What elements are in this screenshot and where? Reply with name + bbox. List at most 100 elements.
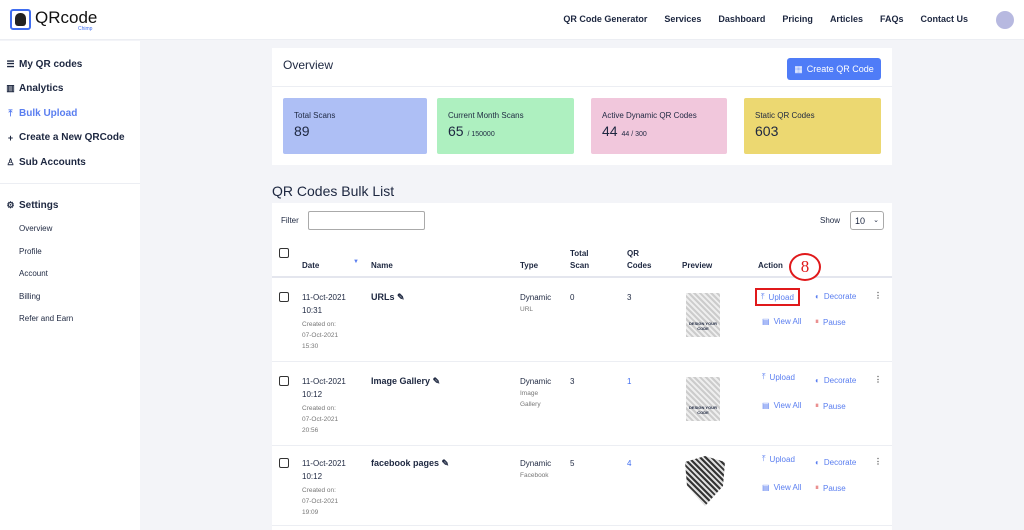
divider (0, 183, 140, 184)
pause-button[interactable]: ⏸ Pause (815, 401, 846, 411)
decorate-button[interactable]: ◐ Decorate (815, 376, 856, 385)
create-qr-code-button[interactable]: ▦ Create QR Code (787, 58, 881, 80)
upload-button[interactable]: ⤒ Upload (762, 372, 795, 382)
sidebar-item-settings[interactable]: ⚙ Settings (6, 200, 58, 211)
created-time: 15:30 (302, 343, 319, 350)
stat-static: Static QR Codes 603 (744, 98, 881, 154)
qr-codes-count[interactable]: 1 (627, 377, 632, 386)
nav-contact[interactable]: Contact Us (920, 14, 968, 24)
more-options-icon[interactable]: ⋮ (874, 291, 882, 300)
logo-icon (10, 9, 31, 30)
created-date: 07-Oct-2021 (302, 498, 339, 505)
type-cell: Dynamic Image Gallery (520, 375, 560, 410)
name: facebook pages (371, 458, 440, 468)
nav-pricing[interactable]: Pricing (782, 14, 813, 24)
name: Image Gallery (371, 376, 431, 386)
row-checkbox[interactable] (279, 458, 289, 468)
nav-services[interactable]: Services (664, 14, 702, 24)
pause-label: Pause (823, 401, 846, 411)
created-time: 19:09 (302, 509, 319, 516)
select-all-checkbox[interactable] (279, 248, 289, 258)
more-options-icon[interactable]: ⋮ (874, 375, 882, 384)
upload-label: Upload (769, 454, 795, 464)
total-scan: 3 (570, 377, 575, 386)
sidebar-label: My QR codes (19, 59, 83, 70)
settings-billing[interactable]: Billing (19, 292, 41, 301)
view-all-button[interactable]: ▤ View All (762, 483, 801, 492)
qr-preview[interactable]: DESIGN YOUR CODE (686, 377, 720, 421)
nav-faqs[interactable]: FAQs (879, 14, 904, 24)
pencil-icon[interactable]: ✎ (441, 458, 450, 468)
nav-dashboard[interactable]: Dashboard (718, 14, 766, 24)
upload-button[interactable]: ⤒ Upload (762, 454, 795, 464)
pause-button[interactable]: ⏸ Pause (815, 317, 846, 327)
stat-sub: / 150000 (467, 131, 495, 138)
table-header (272, 241, 892, 278)
view-all-label: View All (773, 483, 802, 492)
filter-input[interactable] (308, 211, 425, 230)
stat-label: Total Scans (294, 111, 336, 120)
pause-button[interactable]: ⏸ Pause (815, 483, 846, 493)
time: 10:12 (302, 472, 323, 481)
settings-account[interactable]: Account (19, 269, 48, 278)
sidebar-item-bulk-upload[interactable]: ⤒ Bulk Upload (6, 108, 78, 119)
logo-subtext: Chimp (78, 26, 93, 32)
qr-codes-count[interactable]: 4 (627, 459, 632, 468)
created-label: Created on: (302, 321, 336, 328)
upload-label: Upload (768, 292, 794, 302)
list-icon: ▤ (762, 317, 770, 326)
type: Dynamic (520, 377, 552, 386)
view-all-button[interactable]: ▤ View All (762, 401, 801, 410)
upload-icon: ⤒ (762, 454, 766, 463)
table-row (272, 362, 892, 446)
logo-text: QRcode (35, 8, 98, 27)
row-checkbox[interactable] (279, 376, 289, 386)
sidebar-item-create-new[interactable]: + Create a New QRCode (6, 132, 125, 143)
show-select[interactable]: 10 ⌄ (850, 211, 884, 230)
sidebar: ☰ My QR codes ▥ Analytics ⤒ Bulk Upload + Cr… (0, 41, 140, 530)
date: 11-Oct-2021 (302, 293, 346, 302)
view-all-label: View All (773, 401, 802, 410)
row-checkbox[interactable] (279, 292, 289, 302)
list-icon: ▤ (762, 401, 770, 410)
list-title: QR Codes Bulk List (272, 183, 395, 199)
type-cell: Dynamic Facebook (520, 457, 560, 481)
created-date: 07-Oct-2021 (302, 332, 339, 339)
nav-articles[interactable]: Articles (829, 14, 863, 24)
decorate-label: Decorate (823, 376, 857, 385)
col-type[interactable]: Type (520, 261, 539, 270)
sidebar-item-my-qr-codes[interactable]: ☰ My QR codes (6, 59, 82, 70)
time: 10:31 (302, 306, 323, 315)
list-card (272, 203, 892, 530)
more-options-icon[interactable]: ⋮ (874, 457, 882, 466)
view-all-button[interactable]: ▤ View All (762, 317, 801, 326)
col-date[interactable]: Date (302, 261, 320, 270)
settings-overview[interactable]: Overview (19, 224, 53, 233)
upload-button[interactable]: ⤒ Upload (755, 288, 800, 306)
user-icon: ♙ (6, 157, 15, 167)
table-row (272, 278, 892, 362)
nav-qr-generator[interactable]: QR Code Generator (563, 14, 648, 24)
created-label: Created on: (302, 487, 336, 494)
settings-profile[interactable]: Profile (19, 247, 42, 256)
decorate-button[interactable]: ◐ Decorate (815, 292, 856, 301)
col-name[interactable]: Name (371, 261, 393, 270)
pencil-icon[interactable]: ✎ (397, 292, 405, 302)
sidebar-label: Sub Accounts (19, 157, 86, 168)
decorate-button[interactable]: ◐ Decorate (815, 458, 856, 467)
pencil-icon[interactable]: ✎ (432, 376, 441, 386)
sidebar-item-sub-accounts[interactable]: ♙ Sub Accounts (6, 157, 86, 168)
avatar[interactable] (996, 11, 1014, 29)
qr-preview[interactable]: DESIGN YOUR CODE (686, 293, 720, 337)
logo[interactable]: QRcode Chimp (10, 8, 98, 32)
col-qr-codes[interactable]: QR Codes (627, 249, 652, 270)
sort-desc-icon[interactable]: ▼ (353, 259, 359, 265)
sidebar-label: Bulk Upload (19, 108, 78, 119)
col-total-scan[interactable]: Total Scan (570, 249, 590, 270)
decorate-label: Decorate (823, 292, 857, 301)
subtype: Image Gallery (520, 390, 541, 408)
settings-refer[interactable]: Refer and Earn (19, 314, 74, 323)
pause-label: Pause (823, 317, 846, 327)
sidebar-item-analytics[interactable]: ▥ Analytics (6, 83, 63, 94)
palette-icon: ◐ (815, 458, 820, 467)
